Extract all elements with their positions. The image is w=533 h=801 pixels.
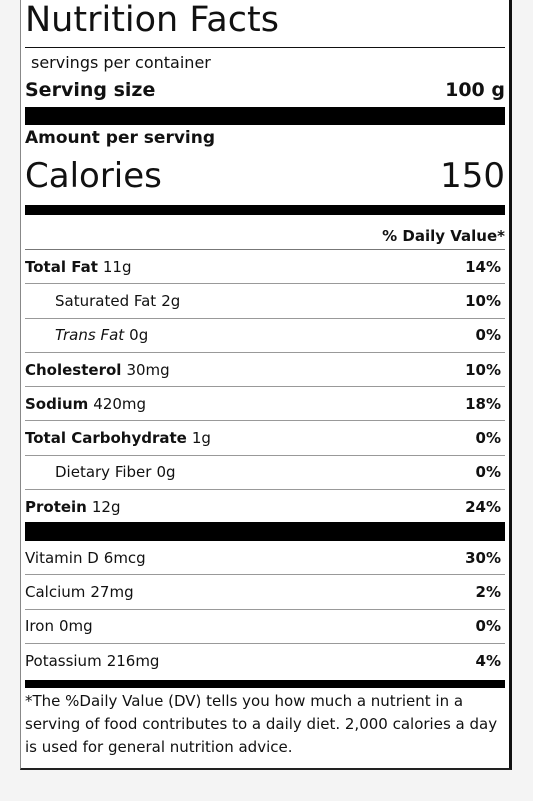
calories-label: Calories [25, 156, 162, 196]
serving-size-value: 100 g [445, 79, 505, 101]
footnote: *The %Daily Value (DV) tells you how muc… [25, 692, 498, 756]
nutrient-dv: 14% [465, 257, 501, 276]
nutrient-row: Trans Fat 0g 0% [25, 319, 505, 353]
nutrient-amount: 420mg [93, 394, 147, 413]
servings: servings per container [31, 53, 211, 72]
calories: Calories 150 [25, 156, 505, 196]
nutrient-amount: 11g [102, 257, 132, 276]
nutrient-dv: 10% [465, 291, 501, 310]
nutrient-dv: 0% [475, 463, 501, 482]
nutrient-amount: 30mg [126, 360, 170, 379]
nutrient-name: Protein [25, 497, 87, 516]
thick-rule [25, 680, 505, 688]
nutrient-row: Iron 0mg 0% [25, 610, 505, 644]
serving-size-label: Serving size [25, 79, 156, 101]
nutrient-row: Potassium 216mg 4% [25, 644, 505, 677]
nutrient-name: Sodium [25, 394, 89, 413]
nutrient-row: Protein 12g 24% [25, 490, 505, 523]
nutrient-dv: 4% [475, 651, 501, 670]
nutrition-label: Nutrition Facts servings per container S… [20, 0, 512, 770]
nutrient-amount: 1g [191, 429, 211, 448]
nutrient-dv: 0% [475, 429, 501, 448]
calories-value: 150 [440, 156, 505, 196]
nutrient-name: Dietary Fiber [55, 463, 152, 482]
nutrient-row: Dietary Fiber 0g 0% [25, 456, 505, 491]
daily-value-header: % Daily Value* [382, 227, 505, 245]
nutrient-name: Saturated Fat [55, 291, 157, 310]
nutrient-dv: 10% [465, 360, 501, 379]
nutrient-amount: 216mg [106, 651, 160, 670]
nutrient-name: Vitamin D [25, 548, 99, 567]
nutrient-amount: 0g [129, 326, 149, 345]
nutrient-dv: 2% [475, 582, 501, 601]
nutrient-row: Sodium 420mg 18% [25, 387, 505, 422]
nutrient-amount: 0g [156, 463, 176, 482]
amount-per-serving: Amount per serving [25, 128, 216, 148]
thick-rule [25, 205, 505, 215]
nutrient-dv: 0% [475, 617, 501, 636]
nutrient-name: Potassium [25, 651, 102, 670]
nutrient-name: Calcium [25, 582, 86, 601]
nutrient-name: Cholesterol [25, 360, 122, 379]
nutrient-name: Trans Fat [55, 326, 125, 345]
nutrient-amount: 12g [91, 497, 121, 516]
nutrient-amount: 2g [161, 291, 181, 310]
nutrient-name: Iron [25, 617, 54, 636]
nutrient-name: Total Fat [25, 257, 98, 276]
nutrient-amount: 0mg [58, 617, 93, 636]
nutrient-row: Vitamin D 6mcg 30% [25, 541, 505, 576]
nutrient-row: Calcium 27mg 2% [25, 575, 505, 610]
nutrient-row: Cholesterol 30mg 10% [25, 353, 505, 388]
nutrient-name: Total Carbohydrate [25, 429, 187, 448]
nutrient-dv: 0% [475, 326, 501, 345]
rule [25, 249, 505, 250]
nutrient-row: Saturated Fat 2g 10% [25, 284, 505, 319]
nutrient-dv: 24% [465, 497, 501, 516]
title: Nutrition Facts [25, 0, 279, 40]
nutrient-dv: 30% [465, 548, 501, 567]
rule [25, 47, 505, 48]
nutrient-row: Total Carbohydrate 1g 0% [25, 422, 505, 456]
thick-rule [25, 107, 505, 125]
nutrient-row: Total Fat 11g 14% [25, 250, 505, 285]
nutrient-dv: 18% [465, 394, 501, 413]
serving-size: Serving size 100 g [25, 79, 505, 101]
nutrient-amount: 27mg [90, 582, 134, 601]
nutrient-amount: 6mcg [103, 548, 146, 567]
thick-rule [25, 522, 505, 541]
